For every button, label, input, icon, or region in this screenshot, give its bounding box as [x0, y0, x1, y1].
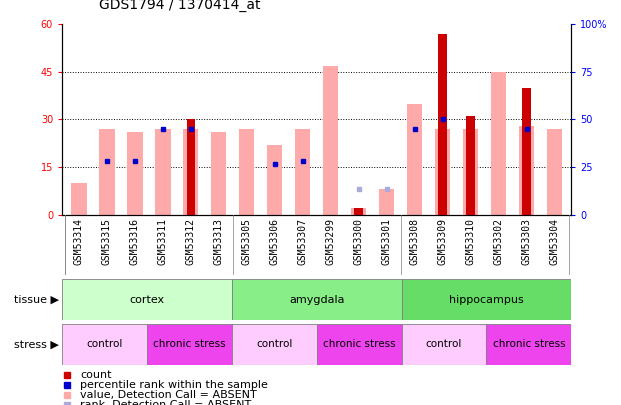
Bar: [522, 88, 531, 215]
Text: GSM53316: GSM53316: [130, 218, 140, 265]
Bar: [232, 279, 402, 320]
Bar: [295, 129, 310, 215]
Text: GSM53309: GSM53309: [438, 218, 448, 265]
Bar: [239, 129, 255, 215]
Text: chronic stress: chronic stress: [492, 339, 565, 349]
Bar: [351, 208, 366, 215]
Bar: [379, 189, 394, 215]
Text: GSM53307: GSM53307: [297, 218, 308, 265]
Bar: [186, 119, 195, 215]
Bar: [519, 126, 534, 215]
Text: GSM53310: GSM53310: [466, 218, 476, 265]
Bar: [147, 324, 232, 364]
Text: value, Detection Call = ABSENT: value, Detection Call = ABSENT: [80, 390, 256, 400]
Bar: [486, 324, 571, 364]
Text: GSM53314: GSM53314: [74, 218, 84, 265]
Bar: [232, 324, 317, 364]
Bar: [463, 129, 478, 215]
Text: count: count: [80, 370, 111, 380]
Text: GSM53306: GSM53306: [270, 218, 279, 265]
Text: GSM53305: GSM53305: [242, 218, 252, 265]
Text: GSM53311: GSM53311: [158, 218, 168, 265]
Bar: [317, 324, 402, 364]
Bar: [323, 66, 338, 215]
Text: GSM53303: GSM53303: [522, 218, 532, 265]
Bar: [99, 129, 114, 215]
Text: control: control: [426, 339, 462, 349]
Text: cortex: cortex: [129, 295, 165, 305]
Text: tissue ▶: tissue ▶: [14, 295, 59, 305]
Text: GSM53304: GSM53304: [550, 218, 560, 265]
Text: control: control: [86, 339, 123, 349]
Text: GDS1794 / 1370414_at: GDS1794 / 1370414_at: [99, 0, 261, 12]
Text: chronic stress: chronic stress: [153, 339, 225, 349]
Text: amygdala: amygdala: [289, 295, 345, 305]
Bar: [211, 132, 227, 215]
Bar: [402, 324, 486, 364]
Text: GSM53299: GSM53299: [325, 218, 336, 265]
Bar: [491, 72, 506, 215]
Text: stress ▶: stress ▶: [14, 339, 59, 349]
Bar: [127, 132, 143, 215]
Text: GSM53313: GSM53313: [214, 218, 224, 265]
Bar: [183, 129, 199, 215]
Text: GSM53315: GSM53315: [102, 218, 112, 265]
Bar: [355, 208, 363, 215]
Bar: [62, 279, 232, 320]
Text: control: control: [256, 339, 292, 349]
Bar: [435, 129, 450, 215]
Text: GSM53308: GSM53308: [410, 218, 420, 265]
Bar: [402, 279, 571, 320]
Text: hippocampus: hippocampus: [449, 295, 524, 305]
Bar: [547, 129, 562, 215]
Bar: [155, 129, 171, 215]
Text: GSM53312: GSM53312: [186, 218, 196, 265]
Text: rank, Detection Call = ABSENT: rank, Detection Call = ABSENT: [80, 400, 251, 405]
Text: GSM53302: GSM53302: [494, 218, 504, 265]
Text: percentile rank within the sample: percentile rank within the sample: [80, 380, 268, 390]
Text: chronic stress: chronic stress: [323, 339, 396, 349]
Text: GSM53300: GSM53300: [354, 218, 364, 265]
Bar: [62, 324, 147, 364]
Text: GSM53301: GSM53301: [382, 218, 392, 265]
Bar: [71, 183, 86, 215]
Bar: [267, 145, 283, 215]
Bar: [466, 116, 475, 215]
Bar: [407, 104, 422, 215]
Bar: [438, 34, 447, 215]
